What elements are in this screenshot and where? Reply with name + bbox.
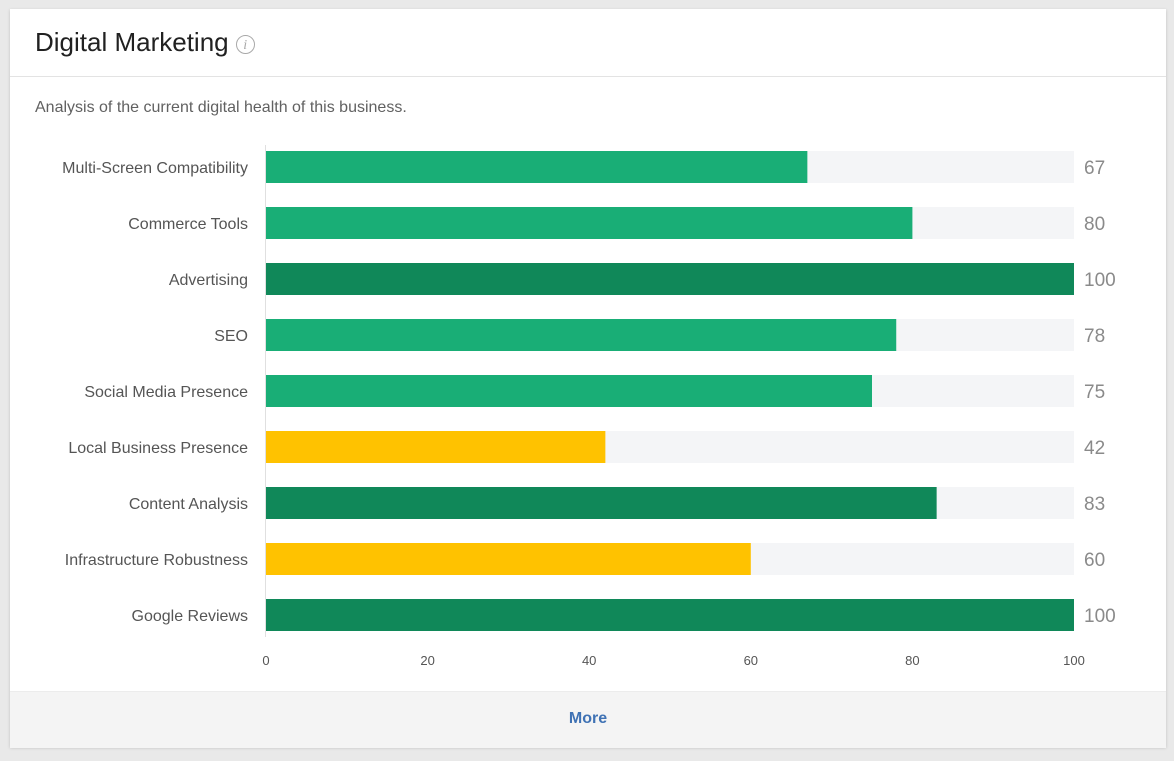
- value-label: 83: [1084, 494, 1105, 515]
- bar: [266, 263, 1074, 295]
- card-description: Analysis of the current digital health o…: [35, 99, 407, 116]
- digital-marketing-card: Digital Marketing i Analysis of the curr…: [10, 9, 1166, 748]
- x-tick-label: 80: [905, 653, 919, 668]
- value-label: 78: [1084, 326, 1105, 347]
- x-tick-label: 60: [744, 653, 758, 668]
- card-title: Digital Marketing: [35, 27, 229, 57]
- bar: [266, 543, 751, 575]
- value-label: 75: [1084, 382, 1105, 403]
- value-label: 100: [1084, 606, 1116, 627]
- x-tick-label: 20: [420, 653, 434, 668]
- card-header: Digital Marketing i: [10, 9, 1166, 77]
- bar: [266, 487, 937, 519]
- value-label: 60: [1084, 550, 1105, 571]
- category-label: Content Analysis: [129, 496, 248, 513]
- x-tick-label: 40: [582, 653, 596, 668]
- category-label: Social Media Presence: [84, 384, 248, 401]
- value-label: 100: [1084, 270, 1116, 291]
- info-icon[interactable]: i: [235, 35, 255, 54]
- bar: [266, 151, 808, 183]
- category-label: Infrastructure Robustness: [65, 552, 248, 569]
- bar: [266, 375, 872, 407]
- category-label: Multi-Screen Compatibility: [62, 160, 248, 177]
- bar-chart: Multi-Screen Compatibility 67 Commerce Too…: [62, 145, 1116, 668]
- more-link[interactable]: More: [568, 710, 608, 727]
- bar: [266, 207, 913, 239]
- bar: [266, 319, 897, 351]
- card-footer: More: [10, 691, 1166, 748]
- category-label: Google Reviews: [132, 608, 249, 625]
- category-label: SEO: [214, 328, 248, 345]
- value-label: 67: [1084, 158, 1105, 179]
- category-label: Advertising: [169, 272, 248, 289]
- x-tick-label: 0: [262, 653, 269, 668]
- bar: [266, 599, 1074, 631]
- x-tick-label: 100: [1063, 653, 1085, 668]
- value-label: 80: [1084, 214, 1105, 235]
- value-label: 42: [1084, 438, 1105, 459]
- bar: [266, 431, 606, 463]
- category-label: Local Business Presence: [68, 440, 248, 457]
- category-label: Commerce Tools: [128, 216, 248, 233]
